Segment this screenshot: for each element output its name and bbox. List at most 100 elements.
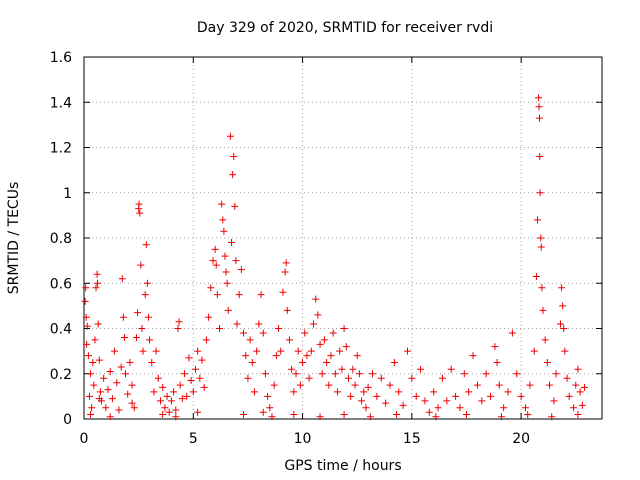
data-point <box>563 374 571 382</box>
data-point <box>82 284 90 292</box>
data-point <box>205 313 213 321</box>
data-point <box>187 377 195 385</box>
data-point <box>89 358 97 366</box>
axis-ticks: 0 0.2 0.4 0.6 0.8 1 1.2 1.4 1.6 0 5 10 15 20 <box>50 50 602 447</box>
data-point <box>233 320 241 328</box>
data-point <box>228 239 236 247</box>
data-point <box>412 392 420 400</box>
data-point <box>87 410 95 418</box>
data-point <box>353 352 361 360</box>
data-point <box>493 358 501 366</box>
data-point <box>382 399 390 407</box>
data-point <box>222 268 230 276</box>
data-point <box>81 297 89 305</box>
data-point <box>248 358 256 366</box>
data-point <box>211 245 219 253</box>
data-point <box>574 410 582 418</box>
data-point <box>150 388 158 396</box>
data-point <box>196 374 204 382</box>
y-tick-label: 1 <box>63 186 72 202</box>
data-point <box>417 365 425 373</box>
data-point <box>386 381 394 389</box>
data-point <box>212 261 220 269</box>
data-point <box>224 306 232 314</box>
data-point <box>83 322 91 330</box>
data-point <box>83 340 91 348</box>
data-point <box>572 381 580 389</box>
data-point <box>266 404 274 412</box>
data-point <box>301 329 309 337</box>
data-point <box>144 313 152 321</box>
data-point <box>216 325 224 332</box>
data-point <box>358 397 366 405</box>
data-point <box>106 413 114 421</box>
data-point <box>421 397 429 405</box>
data-point <box>115 406 123 414</box>
data-point <box>167 397 175 405</box>
data-point <box>390 358 398 366</box>
data-point <box>100 374 108 382</box>
data-point <box>93 270 101 278</box>
data-point <box>221 252 229 260</box>
data-point <box>377 374 385 382</box>
data-point <box>146 336 154 344</box>
data-point <box>340 325 348 332</box>
data-point <box>102 404 110 412</box>
data-point <box>189 388 197 396</box>
grid <box>84 57 602 419</box>
data-point <box>200 383 208 391</box>
data-point <box>82 313 90 321</box>
data-point <box>270 381 278 389</box>
data-point <box>305 374 313 382</box>
data-point <box>175 318 183 326</box>
data-point <box>261 370 269 378</box>
data-point <box>128 399 136 407</box>
data-point <box>148 358 156 366</box>
data-point <box>172 413 180 421</box>
data-point <box>272 352 280 360</box>
data-point <box>181 370 189 378</box>
data-point <box>548 413 556 421</box>
data-point <box>532 272 540 280</box>
data-point <box>230 153 238 161</box>
x-tick-label: 15 <box>403 431 421 447</box>
data-point <box>165 408 173 416</box>
data-point <box>312 295 320 303</box>
data-point <box>138 325 146 332</box>
data-point <box>279 288 287 296</box>
data-point <box>534 216 542 224</box>
data-point <box>561 347 569 355</box>
data-point <box>94 279 102 287</box>
data-point <box>283 306 291 314</box>
data-point <box>535 94 543 102</box>
data-point <box>220 227 228 235</box>
data-point <box>473 381 481 389</box>
data-point <box>152 347 160 355</box>
data-point <box>543 358 551 366</box>
data-point <box>226 132 234 140</box>
data-point <box>130 404 138 412</box>
y-tick-label: 0 <box>63 412 72 428</box>
data-point <box>369 370 377 378</box>
data-point <box>349 365 357 373</box>
data-point <box>460 370 468 378</box>
data-point <box>95 395 103 403</box>
data-point <box>425 408 433 416</box>
data-point <box>541 336 549 344</box>
data-point <box>87 370 95 378</box>
data-point <box>323 358 331 366</box>
data-point <box>307 347 315 355</box>
x-tick-label: 20 <box>512 431 530 447</box>
y-tick-label: 1.6 <box>50 50 72 66</box>
data-point <box>154 374 162 382</box>
data-point <box>314 311 322 319</box>
data-point <box>194 408 202 416</box>
data-point <box>351 381 359 389</box>
x-tick-label: 0 <box>80 431 89 447</box>
data-point <box>132 334 140 342</box>
data-point <box>452 392 460 400</box>
data-point <box>530 347 538 355</box>
data-point <box>257 291 265 299</box>
data-point <box>408 374 416 382</box>
x-axis-label: GPS time / hours <box>284 458 401 474</box>
